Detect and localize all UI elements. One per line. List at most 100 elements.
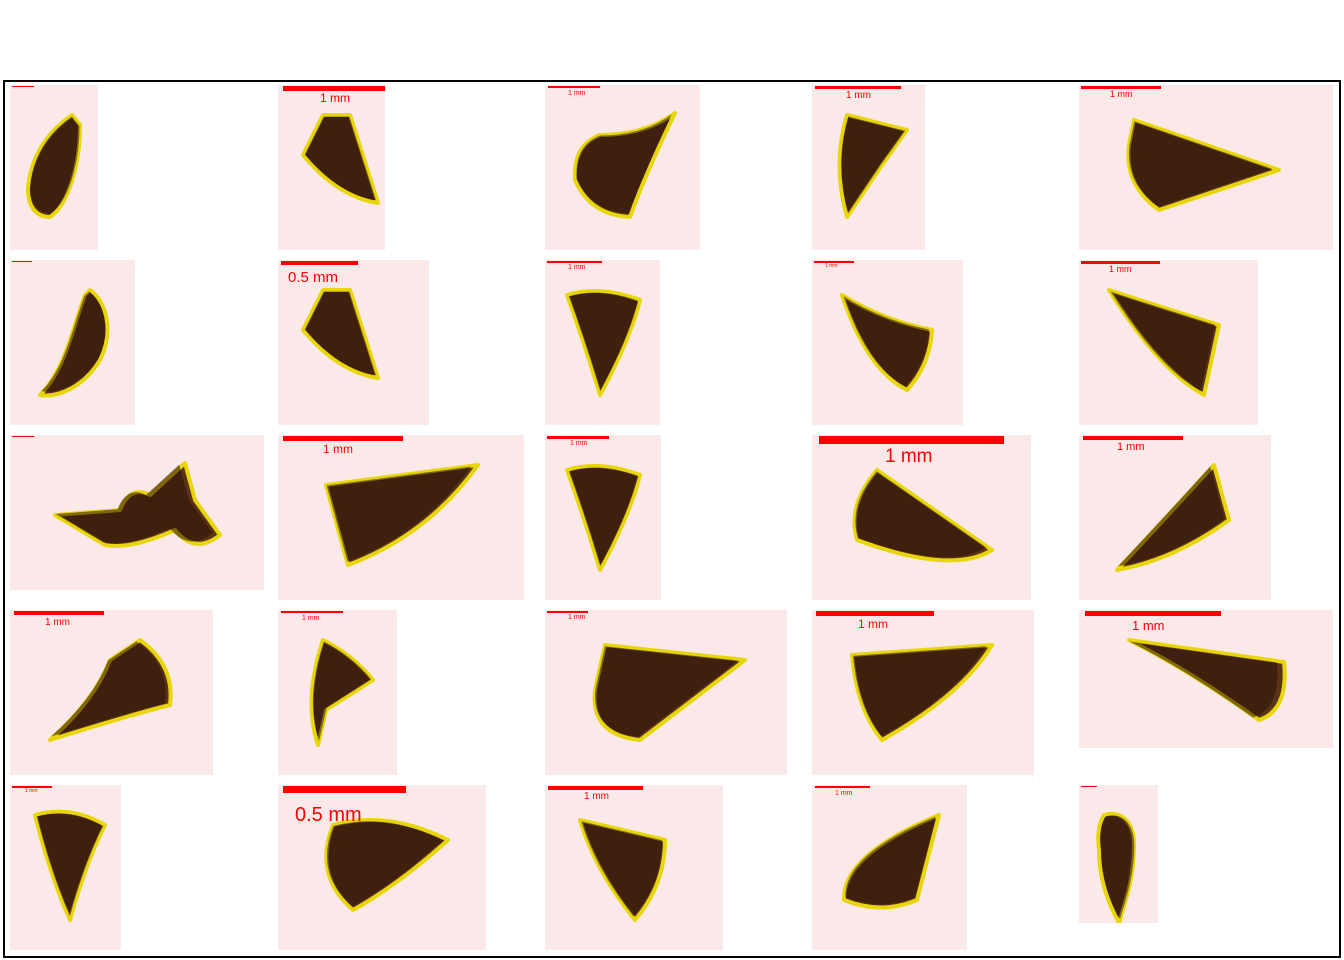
specimen-core (568, 292, 639, 392)
scale-bar (1081, 261, 1160, 264)
specimen-image (53, 461, 222, 548)
scale-bar (815, 86, 901, 89)
specimen-core (1118, 466, 1225, 567)
scale-label: 1 mm (825, 263, 838, 269)
scale-label: 1 mm (568, 90, 586, 97)
specimen-image (301, 288, 380, 380)
specimen-image (48, 638, 173, 742)
scale-label: 1 mm (320, 91, 350, 105)
specimen-tile: 1 mm (545, 435, 661, 600)
specimen-image (309, 638, 375, 747)
specimen-tile: 1 mm (812, 435, 1031, 600)
specimen-core (312, 641, 372, 742)
specimen-core (51, 641, 166, 737)
specimen-core (568, 467, 639, 567)
specimen-core (855, 471, 986, 558)
specimen-image (324, 818, 450, 912)
specimen-image (1127, 638, 1287, 722)
scale-bar (281, 261, 358, 265)
specimen-tile: 1 mm (10, 785, 121, 950)
scale-label: 1 mm (885, 446, 933, 467)
specimen-tile: 1 mm (278, 85, 385, 250)
specimen-image (38, 288, 110, 398)
specimen-tile: 0.5 mm (278, 260, 429, 425)
scale-bar (12, 86, 34, 87)
scale-label: 1 mm (45, 617, 70, 628)
specimen-core (853, 646, 986, 737)
scale-bar (819, 436, 1004, 444)
specimen-core (595, 646, 738, 737)
specimen-core (576, 114, 672, 214)
specimen-tile: 1 mm (812, 260, 963, 425)
specimen-core (841, 116, 906, 214)
specimen-core (1110, 291, 1215, 392)
scale-bar (283, 436, 403, 441)
specimen-tile: 0.5 mm (278, 785, 486, 950)
specimen-image (565, 464, 642, 572)
specimen-image (841, 813, 941, 910)
specimen-tile: 1 mm (545, 610, 787, 775)
specimen-tile: 1 mm (545, 260, 660, 425)
specimen-tile: 1 mm (1079, 260, 1258, 425)
scale-bar (12, 786, 52, 788)
scale-bar (548, 786, 643, 790)
specimen-image (850, 643, 994, 742)
scale-bar (12, 261, 32, 262)
scale-bar (1081, 786, 1097, 787)
specimen-tile (10, 85, 98, 250)
scale-label: 1 mm (25, 788, 38, 794)
scale-label: 1 mm (1110, 89, 1133, 99)
scale-bar (283, 786, 406, 793)
specimen-image (301, 113, 380, 205)
specimen-core (843, 296, 929, 387)
specimen-tile: 1 mm (1079, 610, 1333, 748)
specimen-image (1107, 288, 1221, 397)
specimen-tile: 1 mm (545, 85, 700, 250)
scale-bar (814, 261, 854, 263)
scale-label: 1 mm (323, 442, 353, 456)
specimen-core (304, 291, 376, 376)
specimen-core (1100, 815, 1135, 920)
scale-bar (14, 611, 104, 615)
specimen-image (33, 809, 107, 922)
scale-label: 1 mm (858, 617, 888, 631)
scale-label: 1 mm (302, 615, 320, 622)
scale-bar (1083, 436, 1183, 440)
specimen-tile: 1 mm (1079, 435, 1271, 600)
specimen-core (845, 816, 936, 905)
specimen-image (1126, 118, 1281, 212)
specimen-core (41, 291, 106, 392)
scale-label: 1 mm (1117, 441, 1145, 453)
scale-label: 1 mm (584, 791, 609, 802)
specimen-image (572, 111, 677, 219)
specimen-tile: 1 mm (545, 785, 723, 950)
specimen-tile: 1 mm (812, 85, 925, 250)
scale-label: 1 mm (568, 614, 586, 621)
specimen-tile: 1 mm (1079, 85, 1333, 250)
specimen-tile: 1 mm (10, 610, 213, 775)
specimen-image (26, 113, 82, 219)
specimen-tile: 1 mm (278, 610, 397, 775)
specimen-image (578, 818, 667, 922)
specimen-core (55, 464, 213, 544)
specimen-tile: 1 mm (10, 260, 135, 425)
specimen-tile: 1 mm (278, 435, 524, 600)
specimen-image (1096, 811, 1136, 923)
scale-bar (12, 436, 34, 437)
scale-label: 1 mm (1132, 618, 1165, 633)
scale-label: 1 mm (846, 90, 871, 101)
scale-label: 1 mm (835, 790, 853, 797)
specimen-core (304, 116, 376, 201)
scale-bar (548, 86, 600, 88)
scale-label: 1 mm (568, 264, 586, 271)
specimen-tile: 1 mm (812, 610, 1034, 775)
specimen-image (837, 113, 909, 219)
scale-bar (547, 611, 588, 613)
specimen-core (1128, 121, 1272, 207)
specimen-core (1129, 641, 1278, 718)
scale-label: 0.5 mm (288, 269, 339, 286)
scale-bar (547, 261, 602, 263)
scale-bar (281, 611, 343, 613)
scale-label: 1 mm (570, 440, 588, 447)
specimen-image (1115, 463, 1231, 572)
